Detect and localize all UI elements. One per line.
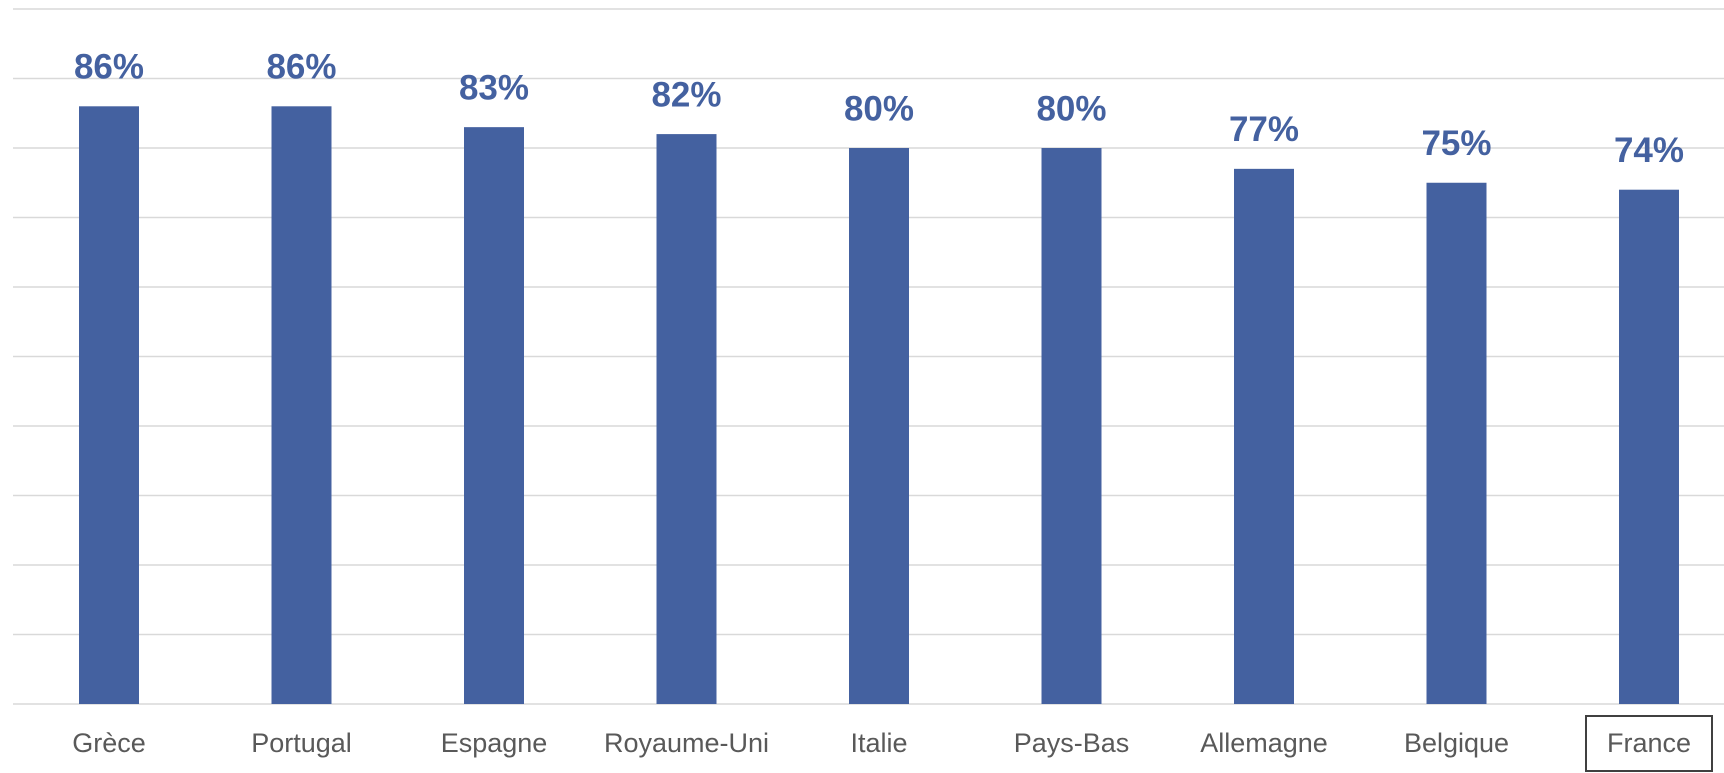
data-label: 86% [266, 48, 336, 87]
data-label: 77% [1229, 110, 1299, 149]
data-label: 75% [1421, 124, 1491, 163]
data-label: 86% [74, 48, 144, 87]
bar [79, 106, 139, 705]
x-tick-label: Grèce [72, 728, 146, 758]
x-tick-label: Italie [850, 728, 907, 758]
bar [1041, 148, 1102, 704]
x-tick-label: Portugal [251, 728, 352, 758]
x-tick-label: Espagne [441, 728, 548, 758]
bar [464, 127, 524, 704]
bar [656, 134, 717, 705]
data-label: 80% [844, 89, 914, 128]
data-label: 83% [459, 68, 529, 107]
x-tick-label: Pays-Bas [1014, 728, 1130, 758]
highlight-box [1585, 715, 1713, 772]
x-tick-label: Allemagne [1200, 728, 1328, 758]
data-label: 80% [1036, 89, 1106, 128]
bar [1426, 182, 1487, 704]
bar [271, 106, 332, 705]
data-label: 82% [651, 75, 721, 114]
bar [1619, 189, 1679, 704]
x-tick-label: France [1607, 728, 1691, 758]
bar [849, 148, 909, 704]
bar [1234, 168, 1294, 705]
data-label: 74% [1614, 131, 1684, 170]
x-tick-label: Belgique [1404, 728, 1509, 758]
x-tick-label: Royaume-Uni [604, 728, 769, 758]
